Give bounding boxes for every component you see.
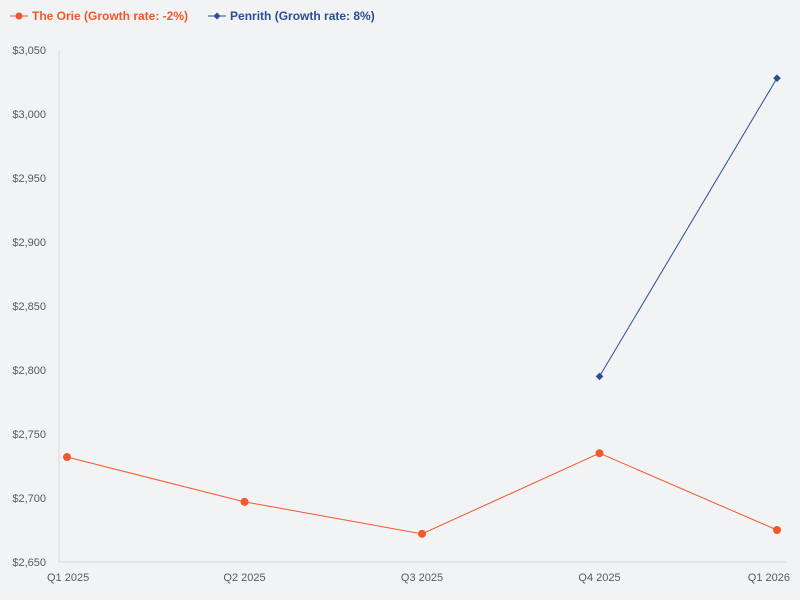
y-tick-label: $2,900 [12,237,46,249]
legend-item-penrith[interactable]: Penrith (Growth rate: 8%) [208,9,375,23]
y-tick-label: $3,000 [12,109,46,121]
diamond-marker-icon [208,12,227,20]
data-point-circle [595,449,604,458]
circle-marker-icon [10,12,28,20]
legend-label-penrith: Penrith (Growth rate: 8%) [230,9,375,23]
x-tick-label: Q1 2026 [748,572,790,584]
legend-label-the-orie: The Orie (Growth rate: -2%) [32,9,189,23]
y-tick-label: $3,050 [12,45,46,57]
y-tick-label: $2,750 [12,429,46,441]
data-point-circle [773,526,781,534]
data-point-circle [418,529,426,538]
series-line-1 [599,77,778,377]
x-tick-label: Q3 2025 [401,572,443,584]
legend-item-the-orie[interactable]: The Orie (Growth rate: -2%) [10,9,188,23]
y-tick-label: $2,850 [12,301,46,313]
series-line-0 [66,452,778,535]
x-tick-label: Q2 2025 [223,572,265,584]
y-tick-label: $2,950 [12,173,46,185]
data-point-circle [63,453,71,462]
y-tick-label: $2,800 [12,365,46,377]
y-tick-label: $2,700 [12,493,46,505]
x-tick-label: Q4 2025 [578,572,620,584]
data-point-diamond [773,74,781,82]
data-point-diamond [595,372,604,381]
y-tick-label: $2,650 [12,557,46,569]
legend: The Orie (Growth rate: -2%) Penrith (Gro… [10,9,375,23]
data-point-circle [240,497,249,506]
x-tick-label: Q1 2025 [47,572,89,584]
